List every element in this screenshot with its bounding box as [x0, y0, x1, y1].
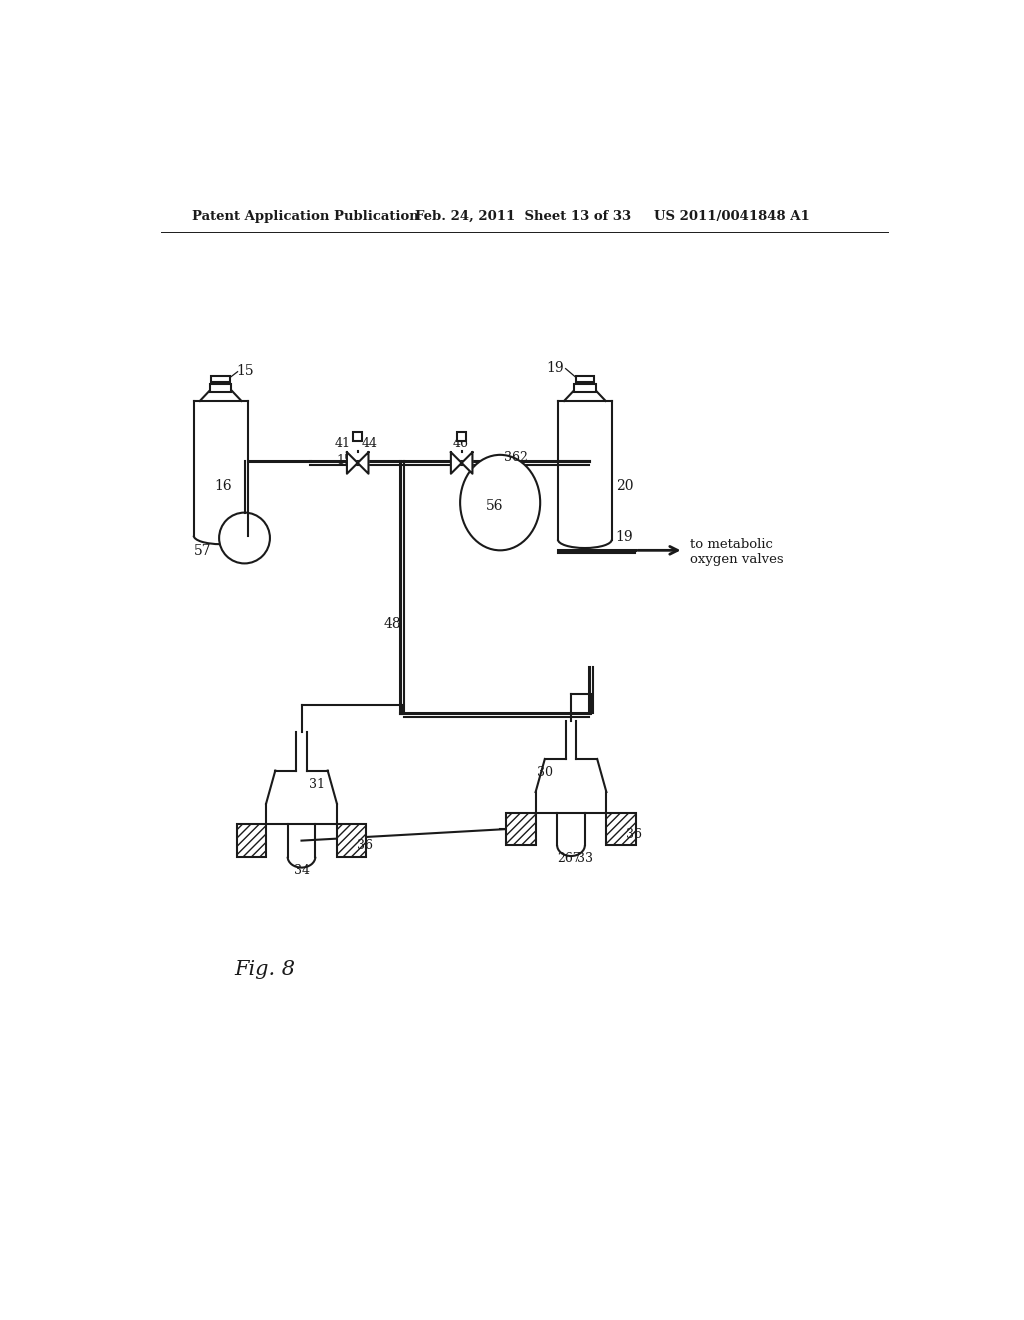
Text: 33: 33: [578, 853, 593, 865]
Text: Patent Application Publication: Patent Application Publication: [193, 210, 419, 223]
Text: oxygen valves: oxygen valves: [689, 553, 783, 566]
Text: 15: 15: [237, 364, 254, 378]
Text: US 2011/0041848 A1: US 2011/0041848 A1: [654, 210, 810, 223]
Text: 19: 19: [615, 531, 633, 544]
Bar: [457, 432, 466, 441]
Text: 267: 267: [557, 853, 581, 865]
Circle shape: [219, 512, 270, 564]
Polygon shape: [451, 453, 462, 474]
Bar: [237, 825, 266, 857]
Bar: [574, 384, 596, 392]
Text: 44: 44: [361, 437, 378, 450]
Text: 41: 41: [335, 437, 350, 450]
Text: to metabolic: to metabolic: [689, 539, 772, 550]
Polygon shape: [347, 453, 357, 474]
Bar: [211, 376, 230, 381]
Text: 19: 19: [547, 360, 564, 375]
Text: 20: 20: [615, 479, 633, 492]
Bar: [575, 376, 594, 381]
Text: 57: 57: [194, 544, 211, 558]
Bar: [210, 384, 231, 392]
Text: 362: 362: [504, 451, 528, 465]
Bar: [353, 432, 362, 441]
Ellipse shape: [460, 455, 541, 550]
Polygon shape: [462, 453, 472, 474]
Text: 46: 46: [453, 437, 468, 450]
Text: 56: 56: [486, 499, 504, 513]
Text: 48: 48: [383, 618, 400, 631]
Text: 31: 31: [309, 779, 326, 791]
Polygon shape: [357, 453, 369, 474]
Text: 16: 16: [214, 479, 232, 492]
Text: Feb. 24, 2011  Sheet 13 of 33: Feb. 24, 2011 Sheet 13 of 33: [416, 210, 632, 223]
Text: 34: 34: [294, 863, 310, 876]
Text: 36: 36: [357, 840, 373, 853]
Bar: [606, 813, 636, 845]
Bar: [337, 825, 367, 857]
Text: 30: 30: [538, 766, 553, 779]
Bar: [506, 813, 536, 845]
Text: 36: 36: [627, 828, 642, 841]
Text: Fig. 8: Fig. 8: [234, 960, 296, 978]
Text: 15: 15: [336, 454, 352, 467]
